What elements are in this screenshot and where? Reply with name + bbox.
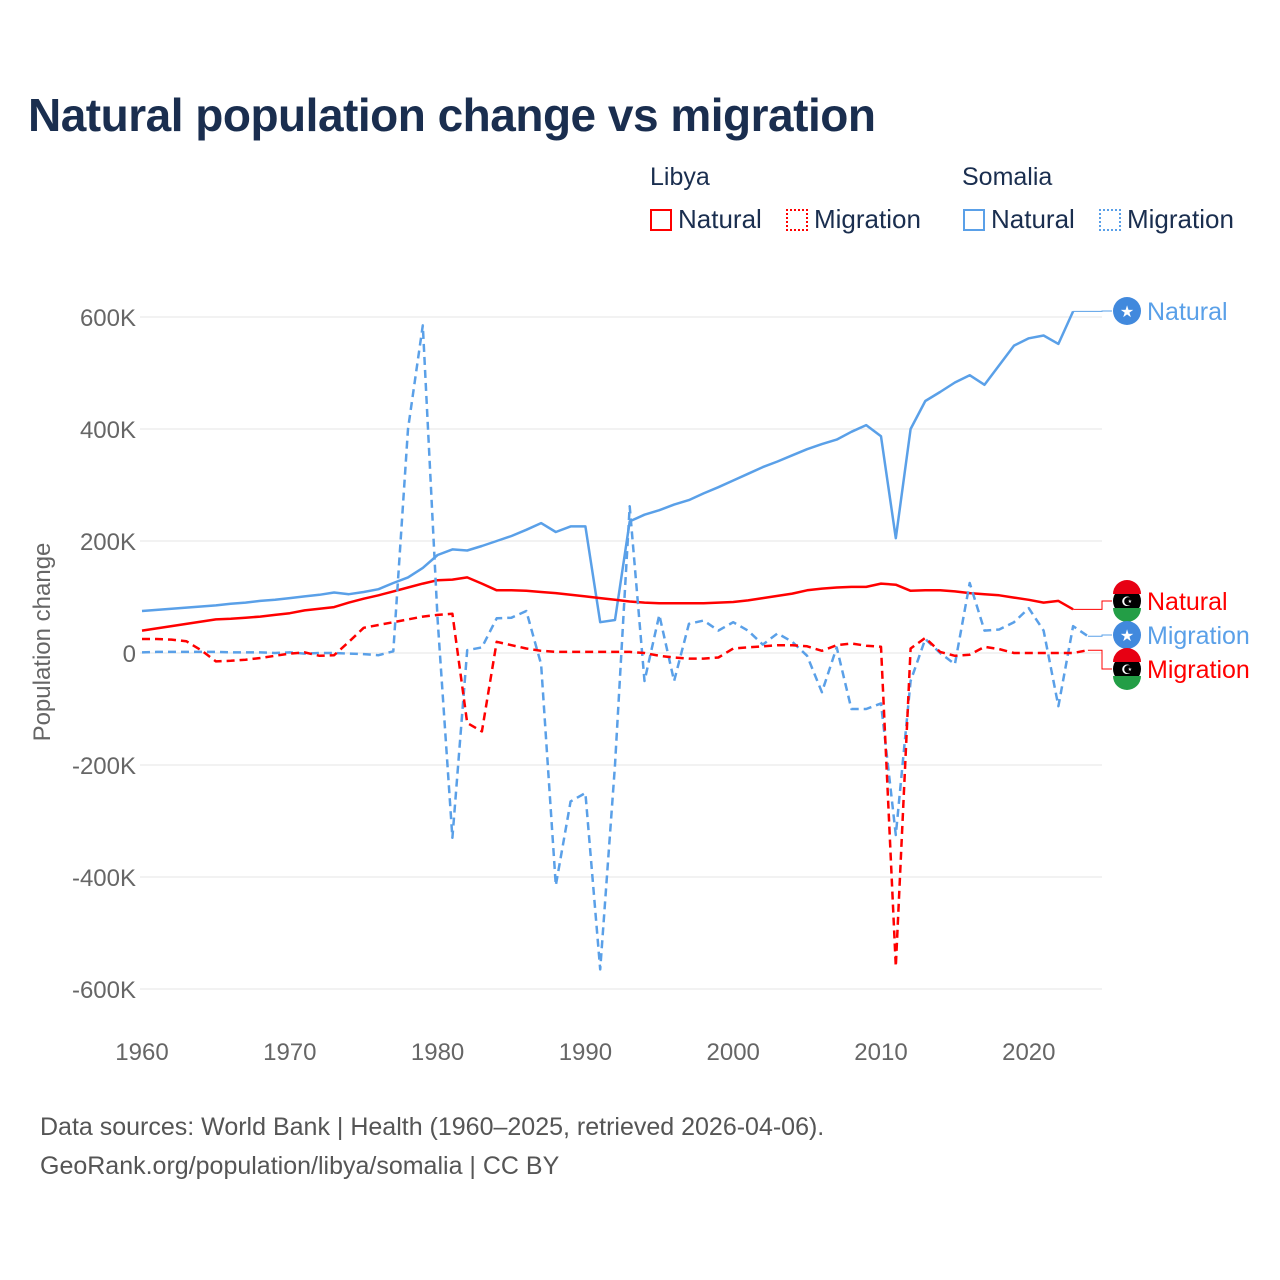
flag-stripe [1113,580,1141,594]
leader-line [1073,600,1112,610]
crescent-icon: ☪ [1121,662,1133,677]
legend-libya-migration[interactable]: Migration [786,204,921,235]
legend-label: Natural [678,204,762,234]
y-tick-label: -600K [72,977,136,1004]
data-source: Data sources: World Bank | Health (1960–… [40,1113,825,1141]
flag-stripe [1113,676,1141,690]
legend-somalia-natural[interactable]: Natural [963,204,1075,235]
series-line-libya-natural [141,576,1074,632]
legend-libya-natural[interactable]: Natural [650,204,762,235]
x-tick-label: 1980 [411,1039,464,1066]
somalia-flag-icon [1113,621,1141,649]
star-icon: ★ [1120,304,1134,321]
y-tick-label: -200K [72,753,136,780]
x-tick-label: 1960 [115,1039,168,1066]
star-icon: ★ [1120,628,1134,645]
y-tick-label: 600K [80,305,136,332]
legend-swatch [963,208,985,231]
legend-somalia-migration[interactable]: Migration [1099,204,1234,235]
x-tick-label: 1990 [559,1039,612,1066]
crescent-icon: ☪ [1121,594,1133,609]
legend-label: Migration [814,204,921,234]
x-tick-label: 2010 [854,1039,907,1066]
legend-swatch [650,208,672,231]
series-line-somalia-natural [141,310,1075,624]
attribution: GeoRank.org/population/libya/somalia | C… [40,1152,560,1180]
x-tick-label: 2000 [707,1039,760,1066]
series-line-libya-migration [142,612,1089,968]
series-end-label: Natural [1147,298,1228,326]
x-tick-label: 1970 [263,1039,316,1066]
leader-line [1087,634,1112,637]
y-tick-label: -400K [72,865,136,892]
y-tick-label: 400K [80,417,136,444]
flag-stripe [1113,648,1141,662]
legend-label: Migration [1127,204,1234,234]
legend-swatch [786,208,808,231]
y-tick-label: 200K [80,529,136,556]
legend-group-somalia: Somalia [962,163,1053,191]
series-end-label: Migration [1147,656,1250,684]
x-tick-label: 2020 [1002,1039,1055,1066]
legend-swatch [1099,208,1121,231]
series-end-label: Migration [1147,622,1250,650]
legend-label: Natural [991,204,1075,234]
chart-title: Natural population change vs migration [28,89,876,141]
series-line-somalia-migration [141,324,1089,971]
flag-stripe [1113,608,1141,622]
somalia-flag-icon [1113,297,1141,325]
legend-group-libya: Libya [650,163,710,191]
series-end-label: Natural [1147,588,1228,616]
y-axis-label: Population change [29,543,56,742]
y-tick-label: 0 [123,641,136,668]
leader-line [1087,649,1112,670]
footer: Data sources: World Bank | Health (1960–… [40,1108,824,1186]
